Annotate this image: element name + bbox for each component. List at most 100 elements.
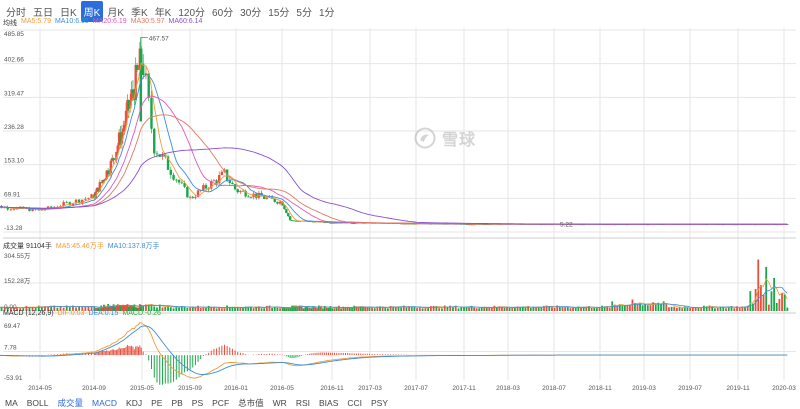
macd-line [0, 325, 788, 375]
indicator-tab[interactable]: 总市值 [238, 397, 264, 408]
candle-body [285, 209, 288, 214]
volume-bar [252, 308, 255, 311]
volume-bar [454, 305, 457, 311]
price-legend-item: MA5:5.79 [21, 18, 51, 25]
indicator-tab[interactable]: MA [5, 397, 18, 408]
volume-bar [94, 308, 97, 311]
indicator-tab[interactable]: KDJ [126, 397, 143, 408]
volume-bar [373, 308, 376, 311]
period-tab[interactable]: 120分 [178, 7, 206, 19]
macd-axis-label: -53.91 [4, 375, 23, 382]
period-tab[interactable]: 1分 [318, 7, 335, 19]
volume-bar [325, 307, 328, 311]
volume-ma-line [0, 285, 788, 309]
volume-bar [215, 308, 218, 311]
volume-bar [381, 307, 384, 311]
indicator-tab[interactable]: 成交量 [57, 397, 84, 408]
volume-bar [405, 307, 408, 311]
candle-body [350, 223, 354, 224]
volume-bar [773, 277, 776, 311]
volume-bar [122, 304, 125, 311]
volume-bar [226, 305, 229, 311]
candle-body [37, 209, 40, 211]
volume-bar [595, 308, 598, 311]
volume-bar [239, 307, 242, 311]
indicator-tab[interactable]: BOLL [26, 397, 49, 408]
volume-bar [13, 307, 15, 311]
period-tab[interactable]: 日K [60, 7, 77, 19]
period-tab[interactable]: 五日 [33, 7, 53, 19]
volume-bar [338, 305, 340, 311]
indicator-tab[interactable]: WR [272, 397, 287, 408]
candle-body [81, 199, 84, 204]
volume-bar [116, 304, 119, 311]
candle-body [467, 224, 471, 226]
candle-body [53, 206, 56, 208]
candle-body [191, 196, 194, 198]
period-tabs: 分时 五日 日K 周K 月K 季K 年K 120分 60分 30分 15分 5分 1分 [0, 0, 800, 22]
volume-bar [172, 308, 175, 311]
volume-bar [463, 307, 465, 311]
volume-bar [389, 305, 392, 311]
volume-bar [22, 307, 25, 311]
period-tab[interactable]: 周K [80, 0, 104, 22]
period-tab[interactable]: 分时 [6, 7, 26, 19]
indicator-tab[interactable]: MACD [92, 397, 118, 408]
period-tab[interactable]: 季K [131, 7, 148, 19]
volume-bar [242, 307, 244, 311]
date-axis-label: 2017-07 [404, 385, 428, 392]
stock-chart[interactable]: 485.85 402.66 319.47 236.28 153.10 69.91 -13.2… [0, 0, 800, 396]
candle-body [247, 196, 250, 198]
volume-bar [558, 306, 561, 311]
volume-bar [588, 306, 590, 311]
volume-bar [593, 307, 596, 311]
volume-bar [636, 304, 639, 311]
volume-bar [296, 306, 299, 311]
candle-body [101, 179, 104, 183]
volume-bar [362, 307, 364, 311]
indicator-tab[interactable]: PSY [371, 397, 389, 408]
candle-body [113, 159, 117, 160]
volume-bar [408, 306, 410, 311]
period-tab[interactable]: 5分 [296, 7, 312, 19]
indicator-tab[interactable]: CCI [347, 397, 363, 408]
volume-bar [490, 307, 493, 311]
volume-axis-label: 304.55万 [4, 252, 31, 260]
candle-body [74, 199, 78, 204]
volume-bar [569, 308, 572, 311]
indicator-tab[interactable]: PS [191, 397, 204, 408]
volume-bar [457, 308, 460, 311]
indicator-tab[interactable]: PE [151, 397, 163, 408]
volume-bar [705, 306, 708, 311]
volume-bar [194, 307, 197, 311]
indicator-tab[interactable]: PCF [212, 397, 230, 408]
indicator-tab[interactable]: RSI [295, 397, 310, 408]
volume-bar [626, 304, 629, 311]
candle-body [290, 220, 294, 222]
indicator-tab[interactable]: PB [171, 397, 183, 408]
period-tab[interactable]: 60分 [212, 7, 234, 19]
period-tab[interactable]: 年K [154, 7, 172, 19]
period-tab[interactable]: 月K [107, 7, 125, 19]
axis-labels: 485.85 402.66 319.47 236.28 153.10 69.91 -13.2… [4, 31, 796, 392]
volume-bar [781, 293, 783, 311]
volume-bar [733, 308, 736, 311]
candle-body [215, 180, 218, 184]
volume-bar [770, 291, 773, 311]
candle-body [470, 224, 473, 226]
volume-bar [725, 308, 727, 311]
candle-body [98, 182, 102, 192]
period-tab[interactable]: 15分 [268, 7, 290, 19]
period-tab[interactable]: 30分 [240, 7, 262, 19]
volume-bar [98, 308, 101, 311]
indicator-tab[interactable]: BIAS [319, 397, 339, 408]
volume-bar [537, 307, 540, 311]
volume-bar [119, 306, 122, 311]
volume-bar [351, 307, 353, 311]
candle-body [210, 181, 213, 189]
date-axis-label: 2017-03 [358, 385, 382, 392]
date-axis-label: 2015-05 [130, 385, 154, 392]
volume-bar [244, 306, 247, 311]
candle-body [50, 206, 53, 208]
candle-body [120, 131, 124, 144]
